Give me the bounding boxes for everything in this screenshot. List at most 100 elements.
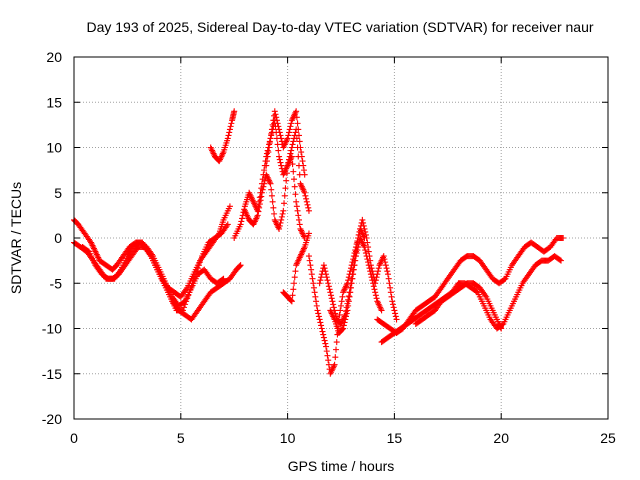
data-point xyxy=(323,348,330,355)
data-point xyxy=(308,266,315,273)
data-point xyxy=(372,292,379,299)
data-point xyxy=(273,117,280,124)
data-point xyxy=(348,280,355,287)
data-point xyxy=(323,274,330,281)
data-point xyxy=(350,266,357,273)
data-point xyxy=(328,292,335,299)
data-point xyxy=(291,280,298,287)
data-point xyxy=(292,191,299,198)
data-point xyxy=(305,207,312,214)
data-point xyxy=(333,339,340,346)
data-point xyxy=(273,114,280,121)
x-tick-label: 15 xyxy=(387,430,403,446)
data-point xyxy=(560,235,567,241)
data-point xyxy=(390,304,397,311)
data-point xyxy=(322,340,329,347)
data-point xyxy=(370,283,377,290)
data-point xyxy=(340,325,347,332)
data-point xyxy=(284,135,291,142)
data-point xyxy=(307,262,314,269)
data-point xyxy=(294,207,301,214)
data-point xyxy=(327,289,334,296)
data-point xyxy=(300,167,307,174)
data-point xyxy=(347,289,354,296)
y-tick-label: -10 xyxy=(42,321,62,337)
data-point xyxy=(342,313,349,320)
data-point xyxy=(345,302,352,309)
data-point xyxy=(332,354,339,361)
data-point xyxy=(290,138,297,145)
data-point xyxy=(264,147,271,154)
data-point xyxy=(380,253,387,260)
data-point xyxy=(364,256,371,263)
y-tick-label: 10 xyxy=(46,140,62,156)
data-point xyxy=(355,231,362,238)
data-point xyxy=(293,135,300,142)
data-point xyxy=(339,326,346,333)
data-point xyxy=(285,132,292,139)
data-point xyxy=(264,153,271,160)
data-point xyxy=(556,256,563,263)
data-point xyxy=(266,139,273,146)
data-point xyxy=(277,132,284,139)
data-point xyxy=(268,126,275,133)
data-point xyxy=(359,216,366,223)
data-point xyxy=(265,149,272,156)
data-point xyxy=(393,316,400,323)
data-point xyxy=(387,289,394,296)
data-point xyxy=(384,268,391,275)
data-points xyxy=(71,108,567,377)
data-point xyxy=(287,150,294,157)
data-point xyxy=(276,129,283,136)
data-point xyxy=(352,253,359,260)
data-point xyxy=(362,247,369,254)
data-point xyxy=(306,257,313,264)
data-point xyxy=(181,304,188,311)
data-point xyxy=(275,147,282,154)
data-point xyxy=(340,322,347,329)
data-point xyxy=(288,147,295,154)
data-point xyxy=(256,204,263,211)
grid xyxy=(74,57,608,419)
x-tick-label: 25 xyxy=(600,430,616,446)
data-point xyxy=(292,129,299,136)
data-point xyxy=(339,293,346,300)
data-point xyxy=(276,222,283,229)
x-tick-label: 5 xyxy=(177,430,185,446)
data-point xyxy=(293,108,300,115)
data-point xyxy=(473,288,480,295)
data-point xyxy=(375,265,382,272)
data-point xyxy=(324,352,331,359)
data-point xyxy=(345,274,352,281)
data-point xyxy=(326,286,333,293)
data-point xyxy=(321,265,328,272)
data-point xyxy=(296,221,303,228)
data-point xyxy=(291,176,298,183)
data-point xyxy=(275,123,282,130)
data-point xyxy=(300,162,307,169)
data-point xyxy=(373,295,380,302)
data-point xyxy=(384,271,391,278)
data-point xyxy=(293,203,300,210)
data-point xyxy=(361,244,368,251)
y-tick-label: -15 xyxy=(42,366,62,382)
data-point xyxy=(372,289,379,296)
data-point xyxy=(312,293,319,300)
data-point xyxy=(345,293,352,300)
data-point xyxy=(331,361,338,368)
data-point xyxy=(363,235,370,241)
data-point xyxy=(320,334,327,341)
data-point xyxy=(288,297,295,304)
data-point xyxy=(337,307,344,314)
data-point xyxy=(292,268,299,275)
x-tick-label: 0 xyxy=(70,430,78,446)
data-point xyxy=(325,280,332,287)
data-point xyxy=(388,293,395,300)
data-point xyxy=(289,161,296,168)
data-point xyxy=(308,271,315,278)
data-point xyxy=(325,357,332,364)
data-point xyxy=(362,250,369,257)
data-point xyxy=(263,158,270,165)
data-point xyxy=(320,331,327,338)
